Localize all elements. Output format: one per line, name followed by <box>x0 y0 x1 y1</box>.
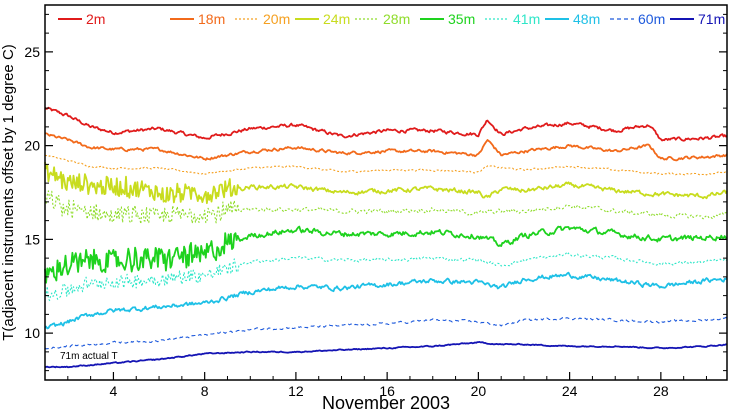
legend-label-20m: 20m <box>263 11 290 27</box>
series-line-41m <box>44 252 728 302</box>
x-tick-label: 8 <box>201 383 209 399</box>
legend-label-48m: 48m <box>573 11 600 27</box>
x-tick-label: 20 <box>471 383 487 399</box>
series-line-18m <box>44 132 728 162</box>
x-tick-label: 24 <box>562 383 578 399</box>
legend-label-60m: 60m <box>638 11 665 27</box>
annotation-71m-actual: 71m actual T <box>60 351 118 362</box>
legend-label-2m: 2m <box>86 11 105 27</box>
y-axis-title: T(adjacent instruments offset by 1 degre… <box>0 44 17 341</box>
series-layer <box>44 106 728 369</box>
legend-label-24m: 24m <box>323 11 350 27</box>
legend-label-18m: 18m <box>198 11 225 27</box>
legend-label-41m: 41m <box>513 11 540 27</box>
axes-layer: 4 8 12 16 20 24 28 10 15 20 25 <box>24 13 727 399</box>
legend-label-28m: 28m <box>383 11 410 27</box>
x-axis-title: November 2003 <box>322 393 450 413</box>
legend-label-35m: 35m <box>448 11 475 27</box>
series-line-35m <box>44 225 728 284</box>
series-line-28m <box>44 190 728 225</box>
series-line-71m <box>44 340 728 369</box>
plot-frame <box>44 4 728 381</box>
y-tick-label: 20 <box>24 138 40 154</box>
series-line-48m <box>44 271 728 330</box>
x-tick-label: 12 <box>288 383 304 399</box>
legend: 2m 18m 20m 24m 28m 35m 41m 48m 60m 71m <box>58 11 725 27</box>
y-tick-label: 15 <box>24 231 40 247</box>
y-tick-label: 10 <box>24 325 40 341</box>
series-line-24m <box>44 161 728 205</box>
x-tick-label: 16 <box>379 383 395 399</box>
series-line-60m <box>44 316 728 350</box>
y-tick-label: 25 <box>24 44 40 60</box>
series-line-2m <box>44 106 728 142</box>
series-line-20m <box>44 154 727 176</box>
x-tick-label: 28 <box>653 383 669 399</box>
x-tick-label: 4 <box>110 383 118 399</box>
legend-label-71m: 71m <box>698 11 725 27</box>
